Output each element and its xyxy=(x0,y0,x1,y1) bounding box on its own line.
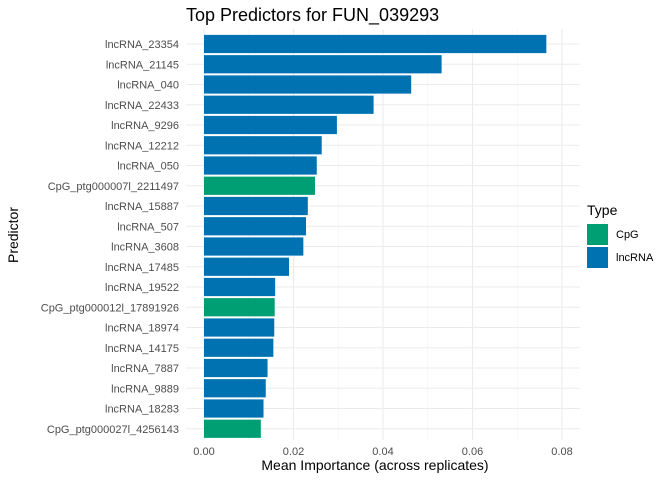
legend-title: Type xyxy=(587,202,618,218)
bar-lncrna-3608 xyxy=(204,237,304,256)
bars-group xyxy=(204,34,547,438)
x-tick-label: 0.04 xyxy=(372,446,393,458)
bar-cpg-ptg000012l-17891926 xyxy=(204,298,275,317)
y-tick-label: CpG_ptg000007l_2211497 xyxy=(48,181,179,193)
y-tick-label: lncRNA_17485 xyxy=(105,262,179,274)
bar-lncrna-12212 xyxy=(204,136,322,155)
y-tick-label: CpG_ptg000027l_4256143 xyxy=(47,424,179,436)
y-axis-title: Predictor xyxy=(5,207,21,263)
y-tick-label: lncRNA_15887 xyxy=(105,201,179,213)
bar-lncrna-21145 xyxy=(204,55,442,74)
y-tick-label: lncRNA_9296 xyxy=(111,120,179,132)
x-axis-title: Mean Importance (across replicates) xyxy=(261,457,488,473)
y-tick-label: lncRNA_050 xyxy=(117,161,179,173)
y-tick-label: CpG_ptg000012l_17891926 xyxy=(41,302,179,314)
legend: Type CpG lncRNA xyxy=(587,202,654,268)
x-tick-label: 0.02 xyxy=(283,446,304,458)
y-tick-labels: lncRNA_23354 lncRNA_21145 lncRNA_040 lncRNA… xyxy=(41,39,179,436)
y-tick-label: lncRNA_12212 xyxy=(105,140,179,152)
y-tick-label: lncRNA_21145 xyxy=(106,59,179,71)
x-tick-label: 0.00 xyxy=(193,446,214,458)
x-tick-labels: 0.00 0.02 0.04 0.06 0.08 xyxy=(193,446,572,458)
bar-lncrna-14175 xyxy=(204,338,274,357)
bar-cpg-ptg000027l-4256143 xyxy=(204,419,261,438)
legend-label-cpg: CpG xyxy=(616,229,639,241)
bar-lncrna-23354 xyxy=(204,34,547,54)
bar-lncrna-17485 xyxy=(204,257,290,276)
bar-lncrna-050 xyxy=(204,156,317,175)
bar-cpg-ptg000007l-2211497 xyxy=(204,176,315,195)
y-tick-label: lncRNA_040 xyxy=(117,80,179,92)
bar-lncrna-9296 xyxy=(204,115,337,135)
x-tick-label: 0.06 xyxy=(462,446,483,458)
bar-lncrna-15887 xyxy=(204,196,308,216)
chart-title: Top Predictors for FUN_039293 xyxy=(186,5,439,26)
bar-lncrna-18283 xyxy=(204,399,264,418)
bar-lncrna-9889 xyxy=(204,379,266,398)
y-tick-label: lncRNA_507 xyxy=(117,221,179,233)
legend-swatch-lncrna xyxy=(587,247,608,268)
bar-lncrna-22433 xyxy=(204,95,374,114)
legend-label-lncrna: lncRNA xyxy=(616,252,654,264)
x-tick-label: 0.08 xyxy=(551,446,572,458)
y-tick-label: lncRNA_7887 xyxy=(111,363,179,375)
y-tick-label: lncRNA_23354 xyxy=(105,39,179,51)
y-tick-label: lncRNA_14175 xyxy=(105,343,179,355)
y-tick-label: lncRNA_3608 xyxy=(111,242,179,254)
legend-swatch-cpg xyxy=(587,224,608,245)
y-tick-label: lncRNA_22433 xyxy=(105,100,179,112)
bar-lncrna-7887 xyxy=(204,358,268,378)
y-tick-label: lncRNA_9889 xyxy=(111,383,179,395)
y-tick-label: lncRNA_18283 xyxy=(105,404,179,416)
bar-lncrna-507 xyxy=(204,217,307,236)
bar-lncrna-040 xyxy=(204,75,412,94)
y-tick-label: lncRNA_19522 xyxy=(105,282,179,294)
bar-lncrna-19522 xyxy=(204,277,276,297)
bar-lncrna-18974 xyxy=(204,318,275,337)
y-tick-label: lncRNA_18974 xyxy=(105,323,179,335)
